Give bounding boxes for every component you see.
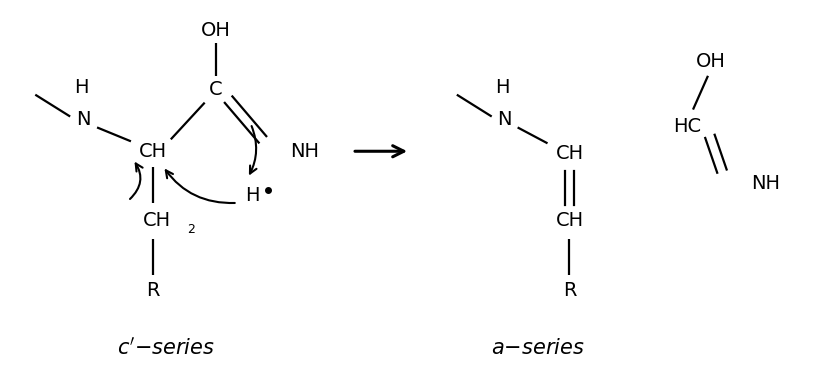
Text: H: H (246, 186, 260, 206)
Text: CH: CH (555, 211, 584, 230)
Text: 2: 2 (187, 223, 194, 236)
Text: R: R (146, 281, 159, 300)
Text: N: N (498, 110, 512, 129)
Text: $c^{\prime}$$\mathit{-series}$: $c^{\prime}$$\mathit{-series}$ (117, 337, 215, 359)
Text: OH: OH (696, 52, 726, 72)
Text: R: R (563, 281, 576, 300)
Text: NH: NH (751, 174, 780, 193)
Text: H: H (495, 78, 510, 97)
Text: CH: CH (555, 144, 584, 163)
Text: C: C (209, 80, 223, 99)
Text: HC: HC (673, 117, 701, 136)
Text: H: H (74, 78, 89, 97)
Text: N: N (76, 110, 90, 129)
Text: CH: CH (139, 142, 167, 161)
Text: OH: OH (201, 21, 231, 40)
Text: NH: NH (290, 142, 319, 161)
Text: $a\mathit{-series}$: $a\mathit{-series}$ (491, 338, 585, 358)
Text: CH: CH (143, 211, 171, 230)
